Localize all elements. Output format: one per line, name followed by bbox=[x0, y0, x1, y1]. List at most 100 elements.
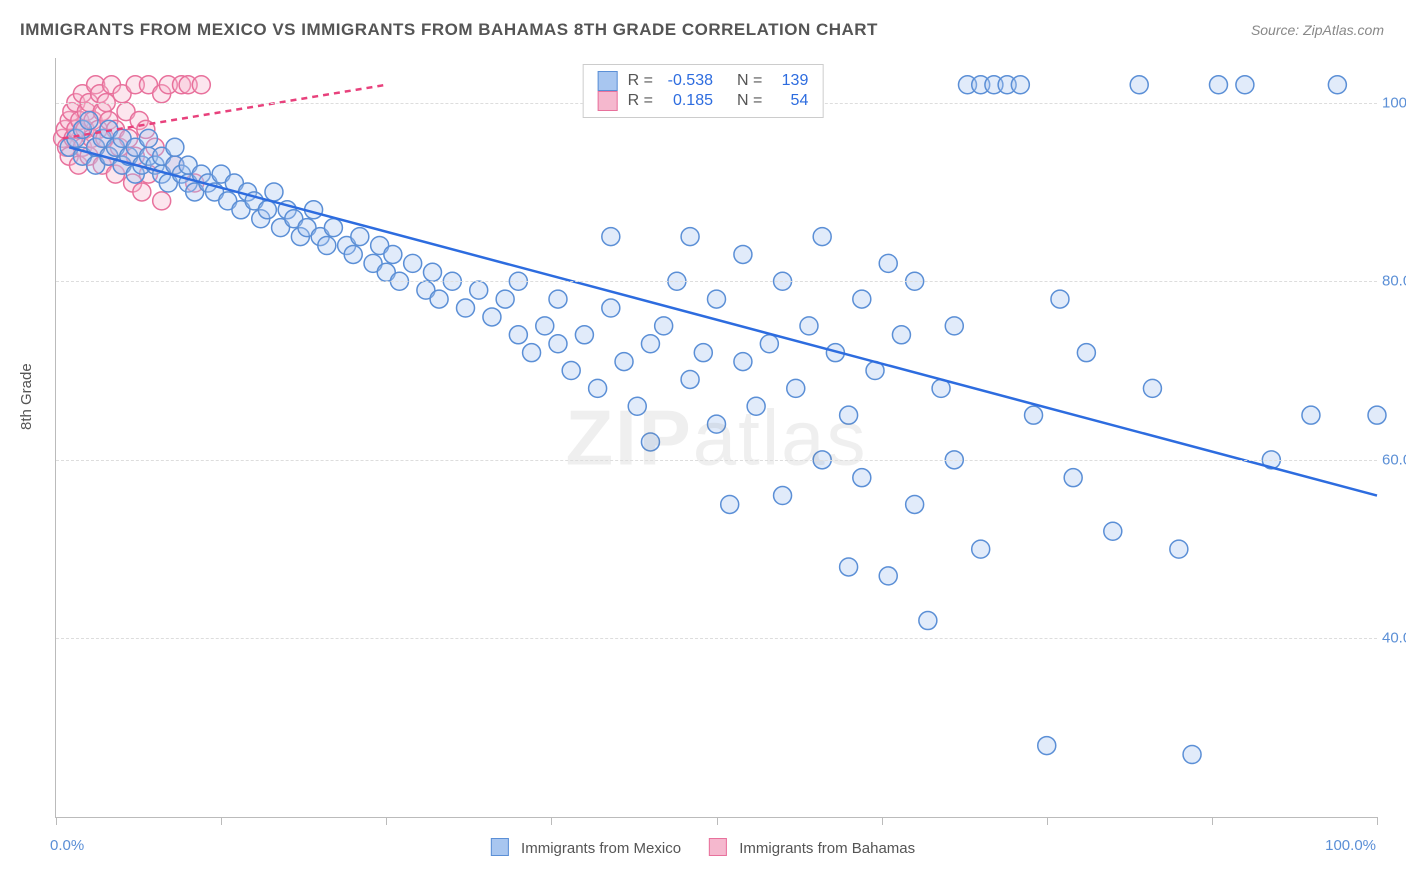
data-point bbox=[972, 540, 990, 558]
data-point bbox=[430, 290, 448, 308]
y-tick-label: 60.0% bbox=[1382, 451, 1406, 468]
stats-n-bahamas: 54 bbox=[772, 92, 808, 110]
data-point bbox=[1183, 745, 1201, 763]
stats-r-mexico: -0.538 bbox=[663, 72, 713, 90]
data-point bbox=[344, 245, 362, 263]
x-tick bbox=[717, 817, 718, 825]
data-point bbox=[1051, 290, 1069, 308]
data-point bbox=[483, 308, 501, 326]
data-point bbox=[1143, 379, 1161, 397]
plot-area: ZIPatlas 40.0%60.0%80.0%100.0% bbox=[55, 58, 1377, 818]
data-point bbox=[774, 487, 792, 505]
data-point bbox=[681, 228, 699, 246]
data-point bbox=[760, 335, 778, 353]
data-point bbox=[589, 379, 607, 397]
data-point bbox=[1130, 76, 1148, 94]
legend-swatch-bahamas bbox=[709, 838, 727, 856]
data-point bbox=[919, 612, 937, 630]
data-point bbox=[523, 344, 541, 362]
data-point bbox=[575, 326, 593, 344]
data-point bbox=[1209, 76, 1227, 94]
data-point bbox=[628, 397, 646, 415]
data-point bbox=[1236, 76, 1254, 94]
x-tick bbox=[56, 817, 57, 825]
data-point bbox=[139, 129, 157, 147]
y-tick-label: 80.0% bbox=[1382, 273, 1406, 290]
data-point bbox=[265, 183, 283, 201]
data-point bbox=[324, 219, 342, 237]
data-point bbox=[641, 335, 659, 353]
data-point bbox=[384, 245, 402, 263]
data-point bbox=[457, 299, 475, 317]
data-point bbox=[258, 201, 276, 219]
data-point bbox=[906, 495, 924, 513]
data-point bbox=[721, 495, 739, 513]
legend-item-mexico: Immigrants from Mexico bbox=[491, 838, 681, 857]
data-point bbox=[853, 290, 871, 308]
data-point bbox=[1328, 76, 1346, 94]
y-tick-label: 40.0% bbox=[1382, 630, 1406, 647]
x-axis-min-label: 0.0% bbox=[50, 837, 84, 854]
y-tick-label: 100.0% bbox=[1382, 94, 1406, 111]
data-point bbox=[681, 370, 699, 388]
data-point bbox=[1302, 406, 1320, 424]
legend-label-bahamas: Immigrants from Bahamas bbox=[739, 840, 915, 857]
data-point bbox=[470, 281, 488, 299]
data-point bbox=[1038, 737, 1056, 755]
gridline bbox=[56, 460, 1377, 461]
data-point bbox=[1077, 344, 1095, 362]
stats-r-label: R = bbox=[628, 72, 653, 90]
data-point bbox=[787, 379, 805, 397]
stats-row-mexico: R = -0.538 N = 139 bbox=[598, 71, 809, 91]
data-point bbox=[840, 558, 858, 576]
data-point bbox=[694, 344, 712, 362]
data-point bbox=[602, 228, 620, 246]
data-point bbox=[549, 290, 567, 308]
data-point bbox=[708, 415, 726, 433]
data-point bbox=[1170, 540, 1188, 558]
data-point bbox=[80, 112, 98, 130]
stats-r-bahamas: 0.185 bbox=[663, 92, 713, 110]
data-point bbox=[655, 317, 673, 335]
data-point bbox=[404, 254, 422, 272]
data-point bbox=[602, 299, 620, 317]
x-tick bbox=[221, 817, 222, 825]
legend-swatch-mexico bbox=[491, 838, 509, 856]
source-attribution: Source: ZipAtlas.com bbox=[1251, 22, 1384, 38]
data-point bbox=[641, 433, 659, 451]
x-tick bbox=[551, 817, 552, 825]
data-point bbox=[1025, 406, 1043, 424]
stats-swatch-bahamas bbox=[598, 91, 618, 111]
chart-title: IMMIGRANTS FROM MEXICO VS IMMIGRANTS FRO… bbox=[20, 20, 878, 40]
scatter-canvas bbox=[56, 58, 1377, 817]
data-point bbox=[318, 237, 336, 255]
data-point bbox=[800, 317, 818, 335]
data-point bbox=[423, 263, 441, 281]
x-tick bbox=[1377, 817, 1378, 825]
data-point bbox=[1104, 522, 1122, 540]
data-point bbox=[813, 228, 831, 246]
data-point bbox=[879, 254, 897, 272]
gridline bbox=[56, 281, 1377, 282]
data-point bbox=[892, 326, 910, 344]
data-point bbox=[153, 192, 171, 210]
stats-row-bahamas: R = 0.185 N = 54 bbox=[598, 91, 809, 111]
data-point bbox=[562, 362, 580, 380]
x-tick bbox=[386, 817, 387, 825]
x-tick bbox=[882, 817, 883, 825]
data-point bbox=[853, 469, 871, 487]
gridline bbox=[56, 638, 1377, 639]
stats-n-label: N = bbox=[737, 72, 762, 90]
data-point bbox=[509, 326, 527, 344]
stats-legend-box: R = -0.538 N = 139 R = 0.185 N = 54 bbox=[583, 64, 824, 118]
data-point bbox=[192, 76, 210, 94]
stats-n-mexico: 139 bbox=[772, 72, 808, 90]
bottom-legend: Immigrants from Mexico Immigrants from B… bbox=[491, 838, 915, 857]
data-point bbox=[133, 183, 151, 201]
stats-r-label: R = bbox=[628, 92, 653, 110]
data-point bbox=[166, 138, 184, 156]
stats-n-label: N = bbox=[737, 92, 762, 110]
x-axis-max-label: 100.0% bbox=[1325, 837, 1376, 854]
data-point bbox=[708, 290, 726, 308]
x-tick bbox=[1212, 817, 1213, 825]
